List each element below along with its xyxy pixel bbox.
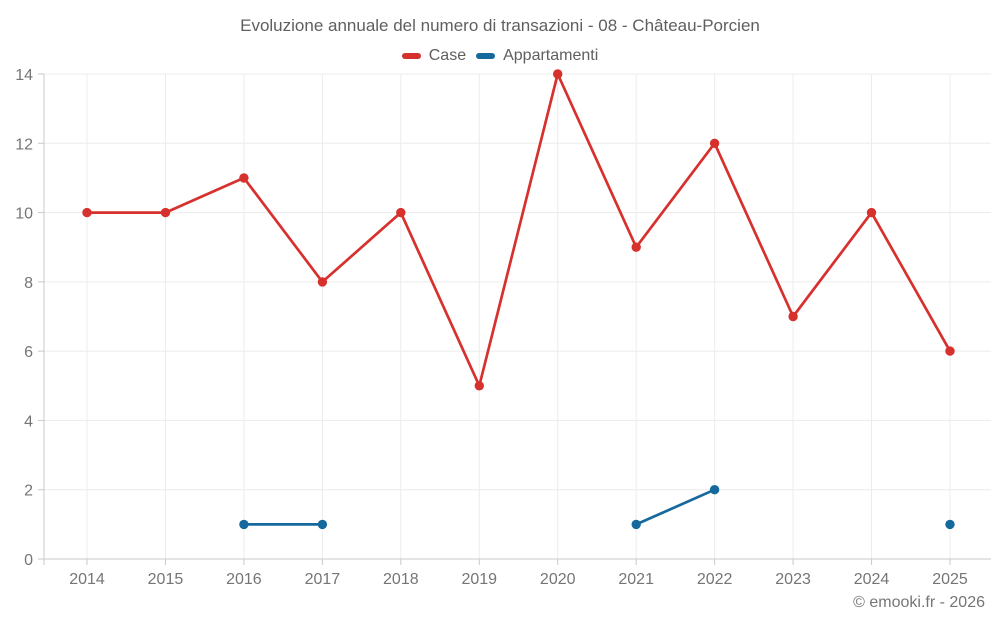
data-point-appartamenti-2022[interactable] bbox=[709, 485, 720, 495]
series-line-appartamenti bbox=[244, 490, 950, 525]
data-point-case-2023[interactable] bbox=[788, 311, 798, 322]
legend-item-case[interactable]: Case bbox=[401, 47, 467, 65]
data-point-case-2017[interactable] bbox=[317, 277, 328, 287]
y-tick-label: 12 bbox=[15, 136, 33, 153]
series-line-case bbox=[85, 72, 952, 388]
y-tick-label: 8 bbox=[24, 275, 33, 292]
x-tick-label: 2019 bbox=[461, 571, 497, 588]
y-tick-label: 4 bbox=[24, 413, 33, 430]
x-tick-label: 2017 bbox=[305, 571, 341, 588]
data-point-appartamenti-2021[interactable] bbox=[631, 519, 641, 530]
data-point-case-2022[interactable] bbox=[709, 138, 720, 148]
x-tick-label: 2016 bbox=[226, 571, 262, 588]
data-point-case-2018[interactable] bbox=[396, 207, 406, 218]
x-tick-label: 2018 bbox=[383, 571, 419, 588]
data-point-case-2016[interactable] bbox=[239, 173, 249, 183]
x-tick-label: 2014 bbox=[69, 571, 105, 588]
x-tick-label: 2023 bbox=[775, 571, 811, 588]
copyright-credit: © emooki.fr - 2026 bbox=[853, 594, 985, 611]
y-tick-label: 6 bbox=[24, 344, 33, 361]
y-tick-label: 10 bbox=[15, 206, 33, 223]
x-tick-label: 2015 bbox=[148, 571, 184, 588]
x-tick-label: 2024 bbox=[854, 571, 890, 588]
data-point-case-2014[interactable] bbox=[82, 207, 92, 218]
x-tick-label: 2021 bbox=[618, 571, 654, 588]
y-tick-label: 0 bbox=[24, 552, 33, 569]
data-point-appartamenti-2016[interactable] bbox=[239, 519, 249, 530]
chart-title: Evoluzione annuale del numero di transaz… bbox=[240, 16, 760, 35]
data-point-case-2024[interactable] bbox=[866, 207, 877, 218]
data-point-case-2015[interactable] bbox=[160, 207, 171, 218]
legend-marker-case bbox=[401, 53, 421, 59]
legend-label-case: Case bbox=[428, 47, 467, 64]
x-tick-label: 2020 bbox=[540, 571, 576, 588]
data-point-case-2020[interactable] bbox=[553, 69, 563, 79]
data-point-case-2019[interactable] bbox=[474, 381, 484, 391]
data-point-appartamenti-2017[interactable] bbox=[317, 519, 328, 530]
chart-legend: Case Appartamenti bbox=[0, 47, 1000, 65]
legend-label-appartamenti: Appartamenti bbox=[503, 47, 599, 64]
data-point-appartamenti-2025[interactable] bbox=[945, 519, 955, 530]
x-tick-label: 2022 bbox=[697, 571, 733, 588]
legend-marker-appartamenti bbox=[476, 53, 496, 59]
x-tick-label: 2025 bbox=[932, 571, 968, 588]
data-point-case-2025[interactable] bbox=[945, 346, 955, 356]
legend-item-appartamenti[interactable]: Appartamenti bbox=[476, 47, 598, 65]
y-tick-label: 14 bbox=[15, 67, 33, 84]
data-point-case-2021[interactable] bbox=[631, 242, 641, 252]
y-tick-label: 2 bbox=[24, 483, 33, 500]
